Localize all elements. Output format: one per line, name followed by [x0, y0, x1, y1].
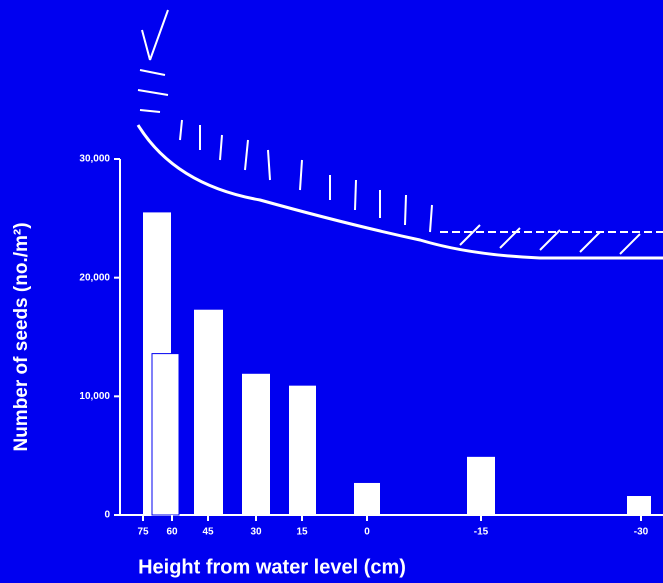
bar	[152, 354, 179, 515]
x-tick-label: 60	[166, 527, 178, 538]
x-tick-label: 30	[250, 527, 262, 538]
x-tick-label: 45	[202, 527, 214, 538]
bar	[354, 483, 380, 515]
bar	[194, 310, 223, 515]
y-tick-label: 30,000	[79, 154, 110, 165]
bar	[467, 457, 495, 515]
y-tick-label: 0	[104, 510, 110, 521]
bar	[627, 496, 651, 515]
x-tick-label: -30	[634, 527, 649, 538]
bar	[289, 386, 316, 515]
background	[0, 0, 663, 583]
x-axis-title: Height from water level (cm)	[138, 556, 406, 578]
x-tick-label: -15	[474, 527, 489, 538]
x-tick-label: 75	[137, 527, 149, 538]
y-tick-label: 10,000	[79, 391, 110, 402]
chart: Number of seeds (no./m²) Height from wat…	[0, 0, 663, 583]
x-tick-label: 0	[364, 527, 370, 538]
y-axis-title: Number of seeds (no./m²)	[11, 222, 32, 451]
y-tick-label: 20,000	[79, 272, 110, 283]
x-tick-label: 15	[296, 527, 308, 538]
bar	[242, 374, 270, 515]
